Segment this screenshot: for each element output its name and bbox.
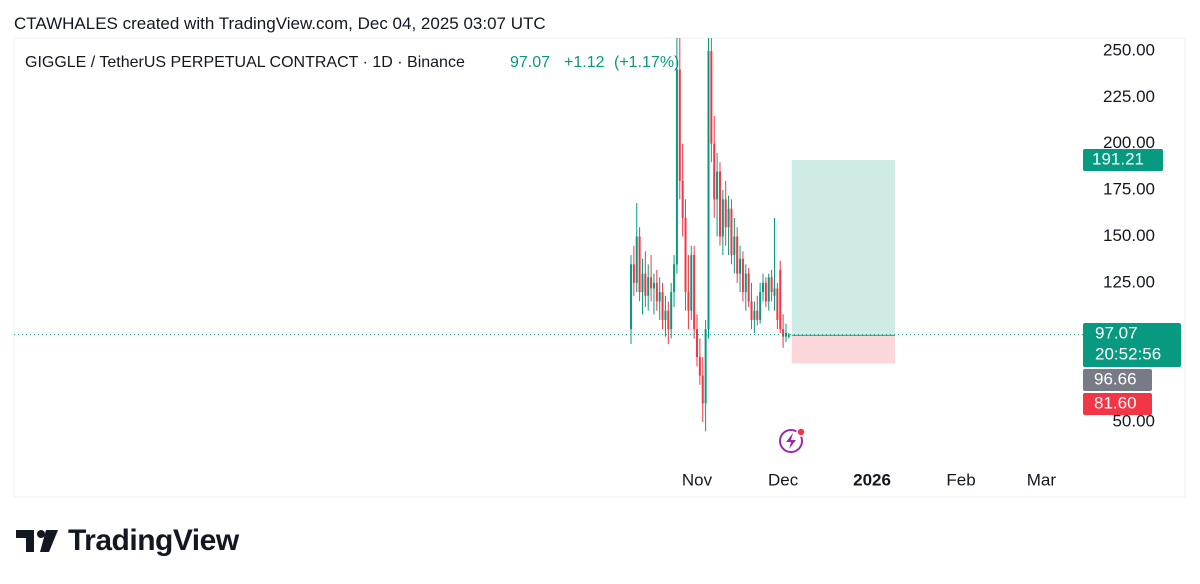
stop-zone <box>791 335 896 364</box>
alert-icon <box>779 427 806 453</box>
target-zone <box>791 160 896 336</box>
candle-body <box>635 236 638 283</box>
candle-body <box>764 282 767 302</box>
candle-body <box>681 180 684 218</box>
candle-body <box>644 273 647 296</box>
candle-body <box>716 171 719 200</box>
y-tick-label: 150.00 <box>1103 226 1155 245</box>
y-tick-label: 125.00 <box>1103 272 1155 291</box>
last-price-text: 97.07 <box>510 54 550 71</box>
candle-body <box>650 277 653 289</box>
candle-body <box>670 292 673 330</box>
candle-body <box>787 334 790 337</box>
change-pct: (+1.17%) <box>614 54 679 71</box>
target-tag-bg <box>1083 149 1163 171</box>
candle-body <box>655 282 658 302</box>
candle-body <box>690 255 693 311</box>
candle-body <box>779 269 782 330</box>
candle-body <box>784 332 787 337</box>
candle-body <box>727 208 730 228</box>
candle-body <box>630 264 633 330</box>
logo-mark <box>16 530 58 552</box>
candle-body <box>739 258 742 274</box>
candle-body <box>756 310 759 320</box>
target-tag: 191.21 <box>1092 149 1144 168</box>
candle-body <box>696 329 699 358</box>
candle-body <box>736 236 739 274</box>
candle-body <box>782 329 785 337</box>
y-tick-label: 50.00 <box>1112 411 1155 430</box>
candle-body <box>759 292 762 320</box>
candle-body <box>713 143 716 200</box>
logo-text: TradingView <box>68 524 239 557</box>
candle-body <box>707 50 710 330</box>
candle-body <box>724 199 727 228</box>
candle-body <box>687 292 690 311</box>
candle-body <box>767 277 770 302</box>
candle-body <box>632 264 635 283</box>
candle-body <box>770 277 773 293</box>
footer-logo: TradingView <box>16 524 239 558</box>
candle-body <box>753 310 756 320</box>
candle-body <box>741 258 744 293</box>
candle-body <box>667 310 670 330</box>
candle-body <box>647 277 650 296</box>
entry-tag-bg <box>1083 369 1152 391</box>
candle-body <box>641 273 644 293</box>
entry-tag: 96.66 <box>1094 369 1137 388</box>
header: CTAWHALES created with TradingView.com, … <box>14 14 546 33</box>
candle-body <box>661 292 664 320</box>
y-tick-label: 175.00 <box>1103 180 1155 199</box>
candle-body <box>747 273 750 302</box>
stop-tag: 81.60 <box>1094 393 1137 412</box>
plot <box>630 38 896 432</box>
x-tick-label: Mar <box>1027 470 1057 489</box>
candle-body <box>733 236 736 256</box>
y-tick-label: 200.00 <box>1103 133 1155 152</box>
x-tick-label: Nov <box>682 470 713 489</box>
candle-body <box>730 208 733 256</box>
candle-body <box>673 264 676 293</box>
candle-body <box>744 273 747 293</box>
candle-body <box>678 69 681 181</box>
stop-tag-bg <box>1083 393 1152 415</box>
last-price-tag: 97.07 <box>1095 323 1138 342</box>
candle-body <box>664 310 667 320</box>
x-tick-label: Feb <box>946 470 975 489</box>
y-tick-label: 250.00 <box>1103 40 1155 59</box>
candle-body <box>750 301 753 320</box>
x-tick-label: Dec <box>768 470 799 489</box>
countdown: 20:52:56 <box>1095 344 1161 363</box>
change: +1.12 <box>564 54 605 71</box>
candle-body <box>698 357 701 376</box>
candle-body <box>710 50 713 144</box>
candle-body <box>684 217 687 293</box>
chart-frame <box>13 37 1186 498</box>
candle-body <box>652 282 655 289</box>
candle-body <box>701 375 704 404</box>
candle-body <box>773 288 776 296</box>
candle-body <box>638 236 641 293</box>
symbol: GIGGLE / TetherUS PERPETUAL CONTRACT · 1… <box>25 54 465 71</box>
candle-body <box>693 255 696 330</box>
x-tick-label: 2026 <box>853 470 891 489</box>
candle-body <box>704 329 707 404</box>
chart: GIGGLE / TetherUS PERPETUAL CONTRACT · 1… <box>13 37 1186 498</box>
last-price-tag-bg <box>1083 323 1181 367</box>
candle-body <box>718 171 721 237</box>
candle-body <box>762 282 765 293</box>
candle-body <box>675 69 678 265</box>
candle-body <box>776 288 779 320</box>
candle-body <box>721 199 724 237</box>
candle-body <box>658 292 661 302</box>
legend: GIGGLE / TetherUS PERPETUAL CONTRACT · 1… <box>25 54 679 71</box>
y-tick-label: 225.00 <box>1103 87 1155 106</box>
